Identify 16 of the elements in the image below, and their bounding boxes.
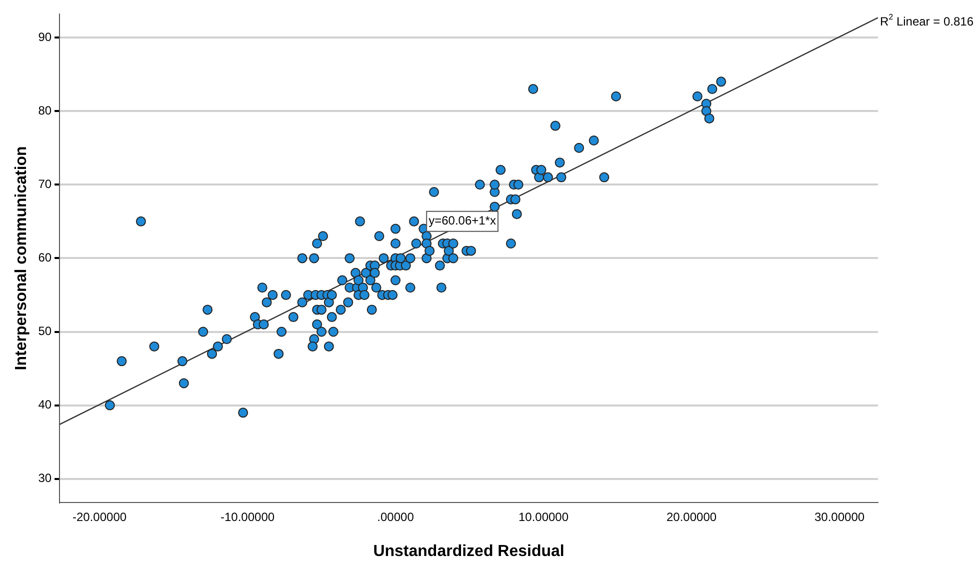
y-tick-label: 80 bbox=[38, 103, 52, 118]
x-tick-label: .00000 bbox=[377, 510, 414, 524]
x-tick-label: -10.00000 bbox=[220, 510, 275, 524]
y-tick-label: 50 bbox=[38, 324, 52, 338]
x-tick-label: 20.00000 bbox=[666, 510, 717, 524]
y-tick-label: 60 bbox=[38, 250, 52, 265]
y-tick-label: 90 bbox=[38, 30, 52, 44]
x-tick-label: -20.00000 bbox=[72, 510, 127, 524]
y-axis-title: Interpersonal communication bbox=[13, 146, 30, 370]
y-tick-label: 40 bbox=[38, 398, 52, 412]
annotation: y=60.06+1*x bbox=[428, 214, 496, 228]
x-tick-label: 30.00000 bbox=[814, 510, 865, 524]
y-tick-label: 30 bbox=[38, 471, 52, 486]
y-tick-label: 70 bbox=[38, 176, 52, 191]
x-tick-label: 10.00000 bbox=[518, 510, 569, 524]
x-axis-title: Unstandardized Residual bbox=[373, 542, 564, 560]
